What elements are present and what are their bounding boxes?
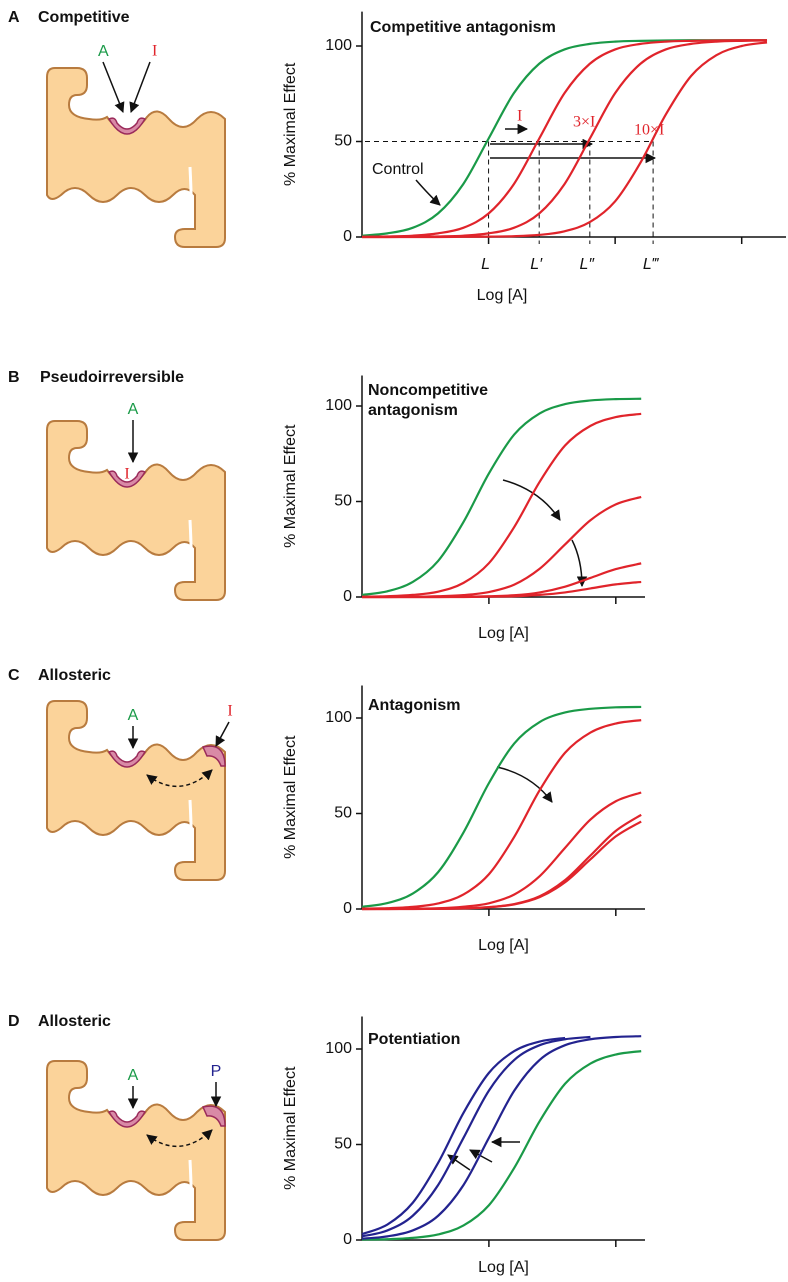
y-tick-label: 100 — [325, 709, 352, 726]
chart-title: Potentiation — [368, 1031, 460, 1048]
y-axis-label: % Maximal Effect — [282, 1066, 299, 1190]
curve — [361, 39, 768, 237]
receptor-a: A I — [47, 43, 225, 247]
curve — [361, 719, 642, 910]
y-tick-label: 0 — [343, 1231, 352, 1248]
y-tick-label: 0 — [343, 588, 352, 605]
guide-label: L — [481, 256, 490, 273]
panel-a-header: A Competitive — [8, 9, 130, 26]
agonist-label: A — [128, 1067, 139, 1084]
panel-title: Allosteric — [38, 667, 111, 684]
curve — [361, 39, 768, 238]
title-line: Competitive antagonism — [370, 19, 556, 36]
title-line: Noncompetitive — [368, 382, 488, 399]
inhibitor-label: I — [152, 43, 157, 60]
curve — [361, 1036, 566, 1236]
guide-label: L′ — [530, 256, 543, 273]
guide-label: L‴ — [643, 256, 660, 273]
annotation: I — [517, 108, 522, 125]
x-axis-label: Log [A] — [478, 937, 529, 954]
curve — [361, 580, 642, 599]
panel-letter: D — [8, 1013, 20, 1030]
curve — [361, 562, 642, 599]
annotation: 10×I — [634, 122, 664, 139]
panel-title: Competitive — [38, 9, 130, 26]
chart: 0 50 100 Potentiation % Maximal Effect Log [A… — [282, 1016, 645, 1276]
inhibitor-label: I — [227, 703, 232, 720]
annotation-arrows — [415, 123, 657, 1171]
agonist-label: A — [128, 707, 139, 724]
curve — [361, 1035, 642, 1240]
chart-title: Antagonism — [368, 697, 460, 714]
panel-title: Pseudoirreversible — [40, 369, 184, 386]
x-axis-label: Log [A] — [478, 1259, 529, 1276]
x-axis-label: Log [A] — [478, 625, 529, 642]
chart: 0 50 100 Antagonism % Maximal Effect Log [A] — [282, 685, 645, 954]
title-line: Antagonism — [368, 697, 460, 714]
chart-title: Competitive antagonism — [370, 19, 556, 36]
curve — [361, 397, 642, 596]
chart: 0 50 100 Competitive antagonism % Maximal Ef… — [282, 11, 786, 304]
panel-letter: C — [8, 667, 20, 684]
y-tick-label: 0 — [343, 900, 352, 917]
y-axis-label: % Maximal Effect — [282, 735, 299, 859]
agonist-label: A — [98, 43, 109, 60]
curve — [361, 1050, 642, 1241]
chart: 0 50 100 Noncompetitive antagonism % Maximal … — [282, 375, 645, 642]
curve — [361, 705, 642, 908]
title-line: Potentiation — [368, 1031, 460, 1048]
receptor-c: A I — [47, 701, 233, 880]
curve — [361, 39, 768, 239]
agonist-label: A — [128, 401, 139, 418]
panel-c-header: C Allosteric — [8, 667, 111, 684]
y-tick-label: 50 — [334, 1136, 352, 1153]
panel-letter: A — [8, 9, 20, 26]
curve — [362, 41, 768, 239]
panel-b-header: B Pseudoirreversible — [8, 369, 184, 386]
panel-title: Allosteric — [38, 1013, 111, 1030]
y-tick-label: 0 — [343, 228, 352, 245]
panel-letter: B — [8, 369, 20, 386]
title-line: antagonism — [368, 402, 458, 419]
y-tick-label: 50 — [334, 133, 352, 150]
curve — [361, 813, 642, 911]
chart-title: Noncompetitive antagonism — [368, 382, 488, 419]
y-tick-label: 100 — [325, 37, 352, 54]
curve — [361, 1035, 591, 1238]
annotation: 3×I — [573, 114, 595, 131]
annotation: Control — [372, 161, 424, 178]
y-tick-label: 100 — [325, 1040, 352, 1057]
panel-d-header: D Allosteric — [8, 1013, 111, 1030]
x-axis-label: Log [A] — [477, 287, 528, 304]
receptor-b: A I — [47, 401, 225, 600]
curve — [361, 412, 642, 598]
inhibitor-label: I — [124, 466, 129, 483]
potentiator-label: P — [211, 1063, 222, 1080]
y-tick-label: 100 — [325, 397, 352, 414]
y-tick-label: 50 — [334, 805, 352, 822]
y-axis-label: % Maximal Effect — [282, 62, 299, 186]
curve — [361, 820, 642, 911]
receptor-d: A P — [47, 1061, 225, 1240]
guide-label: L″ — [580, 256, 596, 273]
y-tick-label: 50 — [334, 493, 352, 510]
y-axis-label: % Maximal Effect — [282, 424, 299, 548]
